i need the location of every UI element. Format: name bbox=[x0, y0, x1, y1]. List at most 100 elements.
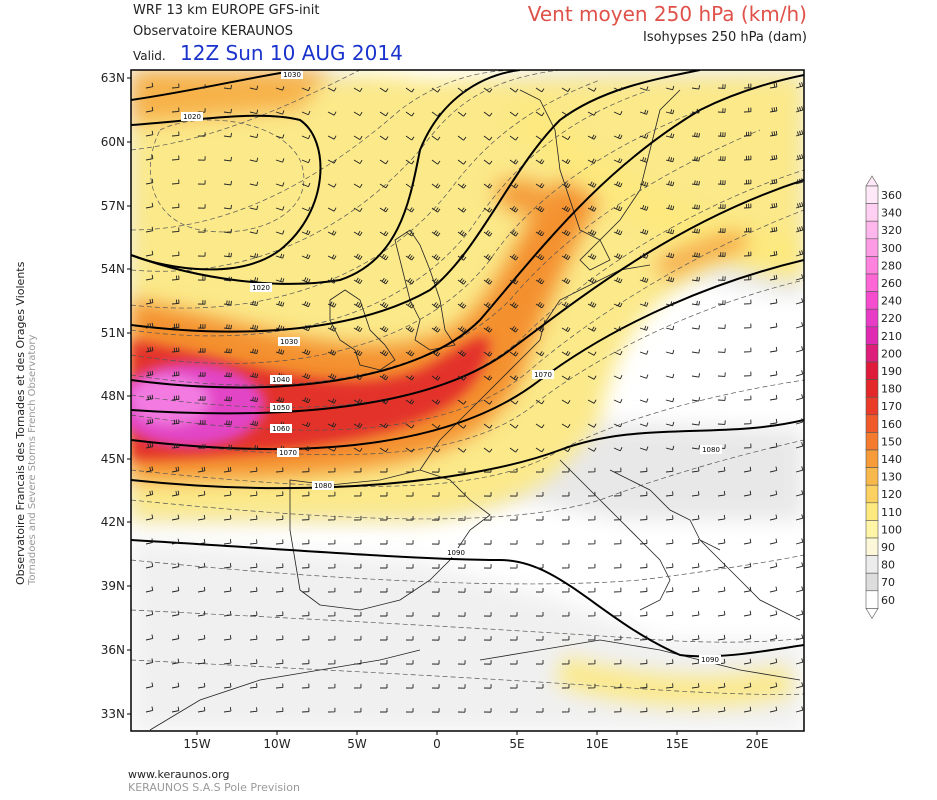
wind-barb bbox=[587, 205, 597, 212]
wind-barb bbox=[301, 422, 311, 428]
wind-barb bbox=[431, 492, 440, 497]
wind-barb bbox=[171, 634, 180, 641]
wind-barb bbox=[223, 180, 232, 186]
wind-barb bbox=[483, 302, 493, 309]
wind-barb bbox=[353, 422, 363, 428]
wind-barb bbox=[327, 491, 336, 497]
wind-barb bbox=[301, 86, 311, 92]
wind-barb bbox=[535, 660, 544, 665]
wind-barb bbox=[379, 708, 388, 713]
wind-barb bbox=[327, 183, 337, 188]
wind-barb bbox=[769, 298, 778, 305]
wind-barb bbox=[613, 399, 623, 404]
wind-barb bbox=[249, 659, 258, 665]
wind-barb bbox=[613, 563, 622, 569]
wind-barb bbox=[223, 611, 232, 617]
wind-barb bbox=[379, 277, 389, 285]
wind-barb bbox=[353, 183, 363, 188]
wind-barb bbox=[587, 326, 597, 332]
wind-barb bbox=[275, 348, 285, 355]
wind-barb bbox=[509, 302, 519, 309]
wind-barb bbox=[145, 442, 154, 449]
wind-barb bbox=[483, 684, 492, 689]
wind-barb bbox=[743, 107, 752, 113]
wind-barb bbox=[275, 515, 284, 521]
valid-label: Valid. bbox=[133, 49, 166, 63]
wind-barb bbox=[353, 325, 363, 332]
wind-barb bbox=[743, 275, 752, 281]
wind-barb bbox=[223, 420, 232, 426]
wind-barb bbox=[223, 659, 232, 665]
wind-barb bbox=[691, 204, 700, 210]
wind-barb bbox=[561, 350, 571, 357]
wind-barb bbox=[483, 111, 493, 117]
isohypse-label: 1090 bbox=[445, 548, 467, 557]
wind-barb bbox=[301, 134, 311, 140]
wind-barb bbox=[223, 539, 232, 545]
lat-label: 60N bbox=[101, 135, 125, 149]
wind-barb bbox=[639, 587, 648, 593]
wind-barb bbox=[431, 207, 441, 213]
wind-barb bbox=[613, 277, 623, 284]
valid-date: 12Z Sun 10 AUG 2014 bbox=[180, 41, 403, 65]
wind-barb bbox=[717, 252, 726, 257]
wind-barb bbox=[171, 610, 180, 617]
wind-barb bbox=[483, 588, 492, 593]
wind-barb bbox=[795, 538, 804, 545]
wind-barb bbox=[769, 82, 778, 89]
wind-barb bbox=[483, 351, 493, 357]
wind-barb bbox=[665, 349, 675, 355]
wind-barb bbox=[223, 563, 232, 569]
wind-barb bbox=[743, 323, 752, 329]
coastlines bbox=[149, 89, 801, 731]
wind-barb bbox=[743, 538, 752, 545]
wind-barb bbox=[639, 683, 648, 689]
wind-barb bbox=[665, 109, 675, 115]
wind-barb bbox=[561, 87, 571, 93]
wind-barb bbox=[457, 87, 467, 93]
wind-barb bbox=[561, 563, 570, 569]
wind-barb bbox=[457, 516, 466, 521]
wind-barb bbox=[795, 298, 804, 305]
wind-barb bbox=[769, 610, 778, 617]
wind-barb bbox=[249, 539, 258, 545]
wind-barb bbox=[691, 539, 700, 545]
wind-barb bbox=[379, 301, 389, 309]
wind-barb bbox=[483, 516, 492, 521]
wind-barb bbox=[691, 252, 700, 258]
wind-barb bbox=[327, 707, 336, 713]
wind-barb bbox=[743, 251, 752, 257]
wind-barb bbox=[691, 132, 700, 138]
wind-barb bbox=[535, 159, 545, 165]
wind-barb bbox=[509, 159, 519, 165]
wind-barb bbox=[223, 228, 232, 234]
wind-barb bbox=[743, 179, 752, 185]
wind-barb bbox=[353, 491, 362, 497]
wind-barb bbox=[223, 108, 232, 114]
wind-barb bbox=[769, 658, 778, 665]
wind-barb bbox=[457, 399, 467, 405]
wind-barb bbox=[483, 612, 492, 617]
wind-barb bbox=[639, 156, 649, 163]
wind-barb bbox=[197, 300, 206, 305]
wind-barb bbox=[197, 204, 206, 209]
wind-barb bbox=[717, 228, 726, 233]
wind-barb bbox=[665, 276, 675, 283]
wind-barb bbox=[249, 253, 259, 259]
wind-barb bbox=[561, 181, 571, 189]
isohypse-label: 1020 bbox=[250, 283, 272, 292]
wind-barb bbox=[717, 396, 726, 401]
wind-barb bbox=[275, 396, 285, 403]
wind-barb bbox=[457, 159, 467, 165]
wind-barb bbox=[717, 204, 726, 209]
wind-barb bbox=[405, 111, 415, 117]
isohypse-label: 1070 bbox=[532, 370, 554, 379]
wind-barb bbox=[535, 301, 545, 309]
wind-barb bbox=[327, 230, 337, 236]
wind-barb bbox=[353, 539, 362, 545]
wind-barb bbox=[171, 658, 180, 665]
isohypse-label: 1060 bbox=[270, 424, 292, 433]
wind-barb bbox=[561, 707, 570, 713]
wind-barb bbox=[171, 466, 180, 473]
wind-barb bbox=[353, 87, 363, 92]
